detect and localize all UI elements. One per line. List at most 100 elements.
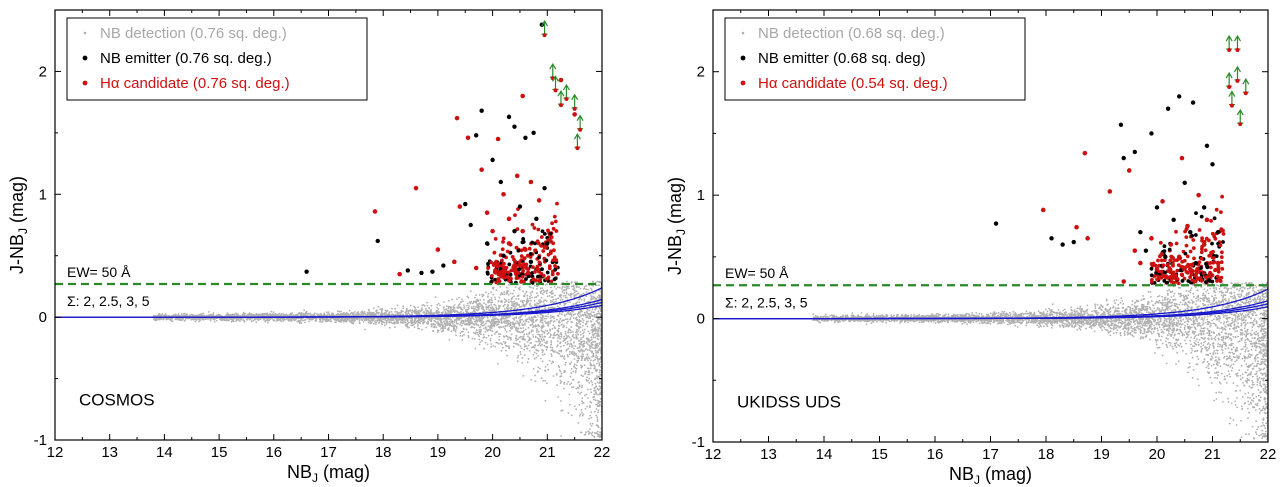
emitter-point (1171, 217, 1176, 223)
halpha-point (1185, 223, 1190, 229)
emitter-point (479, 108, 484, 113)
emitter-point (441, 263, 446, 268)
emitter-point (490, 157, 495, 163)
halpha-point (1040, 207, 1046, 213)
plot-area (55, 19, 602, 439)
halpha-point (1160, 199, 1165, 204)
lower-limit-arrow (1228, 90, 1236, 108)
halpha-point (413, 185, 419, 191)
lower-limit-arrow (573, 132, 581, 151)
halpha-candidates (372, 77, 577, 277)
nb-emitters (993, 94, 1221, 266)
lower-limit-arrow (1225, 34, 1233, 53)
emitter-cluster (485, 201, 560, 285)
y-tick-label: 1 (697, 187, 705, 204)
emitter-point (1071, 239, 1076, 245)
halpha-point (558, 77, 564, 83)
x-tick-label: 16 (265, 444, 282, 461)
halpha-point (495, 136, 501, 142)
halpha-point (514, 173, 520, 179)
emitter-point (1149, 131, 1154, 136)
x-tick-label: 17 (982, 446, 999, 463)
halpha-point (479, 167, 484, 173)
halpha-point (528, 179, 534, 185)
y-tick-label: 1 (39, 186, 47, 203)
legend-marker (82, 80, 88, 86)
halpha-point (1132, 248, 1138, 253)
lower-limit-arrow (549, 62, 557, 81)
halpha-point (1176, 254, 1182, 260)
y-axis-label: J-NBJ (mag) (665, 177, 688, 275)
lower-limit-arrow (1225, 71, 1233, 90)
emitter-point (468, 222, 473, 228)
emitter-point (405, 268, 411, 273)
emitter-point (528, 259, 534, 265)
y-tick-label: 2 (697, 64, 705, 81)
x-tick-label: 13 (760, 446, 777, 463)
ew-label: EW= 50 Å (725, 265, 789, 281)
legend-label: Hα candidate (0.54 sq. deg.) (758, 75, 948, 92)
halpha-point (1085, 236, 1090, 241)
field-name: UKIDSS UDS (737, 392, 841, 411)
y-axis-label: J-NBJ (mag) (7, 176, 30, 274)
emitter-point (1049, 236, 1054, 241)
y-tick-label: 0 (697, 311, 705, 328)
emitter-point (1143, 248, 1149, 253)
x-tick-label: 13 (101, 444, 118, 461)
halpha-point (1179, 155, 1185, 161)
legend-label: NB emitter (0.76 sq. deg.) (100, 50, 272, 67)
ew-label: EW= 50 Å (67, 264, 131, 280)
sigma-curves (55, 287, 602, 318)
x-tick-label: 19 (430, 444, 447, 461)
emitter-point (463, 201, 468, 207)
halpha-point (1126, 168, 1132, 173)
emitter-cluster (1149, 194, 1226, 286)
emitter-point (531, 130, 536, 136)
x-tick-label: 20 (1149, 446, 1166, 463)
x-tick-label: 15 (211, 444, 228, 461)
legend-label: NB detection (0.68 sq. deg.) (758, 25, 945, 42)
emitter-point (523, 135, 528, 140)
halpha-point (523, 247, 528, 252)
emitter-point (1121, 155, 1126, 161)
x-axis-label: NBJ (mag) (287, 462, 370, 485)
legend-marker (740, 80, 746, 86)
sigma-label: Σ: 2, 2.5, 3, 5 (725, 295, 808, 311)
emitter-point (542, 185, 547, 191)
emitter-point (1190, 100, 1196, 105)
lower-limit-arrow (557, 89, 565, 108)
lower-limit-arrow (571, 93, 579, 111)
emitter-point (1188, 229, 1193, 235)
lower-limit-arrow (576, 114, 584, 132)
lower-limits (541, 19, 584, 151)
emitter-point (430, 269, 435, 274)
legend-label: Hα candidate (0.76 sq. deg.) (100, 75, 290, 92)
x-tick-label: 18 (1038, 446, 1055, 463)
emitter-point (419, 270, 424, 276)
emitter-point (1193, 260, 1199, 266)
legend: NB detection (0.76 sq. deg.) NB emitter (… (66, 17, 368, 101)
emitter-point (1182, 180, 1187, 185)
halpha-point (501, 191, 506, 197)
x-tick-label: 20 (484, 444, 501, 461)
emitter-point (484, 241, 490, 246)
legend-label: NB detection (0.76 sq. deg.) (100, 25, 287, 42)
x-tick-label: 21 (1204, 446, 1221, 463)
lower-limit-arrow (1233, 34, 1241, 53)
halpha-point (473, 265, 479, 271)
halpha-point (520, 93, 525, 99)
nb-emitters (304, 22, 550, 276)
halpha-point (435, 247, 441, 252)
x-tick-label: 15 (871, 446, 888, 463)
emitter-point (375, 238, 380, 244)
halpha-point (512, 263, 517, 268)
emitter-point (1118, 122, 1124, 127)
lower-limit-arrow (1236, 108, 1244, 127)
halpha-point (572, 112, 577, 117)
halpha-point (1171, 273, 1176, 278)
emitter-point (534, 216, 539, 222)
legend-marker (740, 55, 746, 61)
